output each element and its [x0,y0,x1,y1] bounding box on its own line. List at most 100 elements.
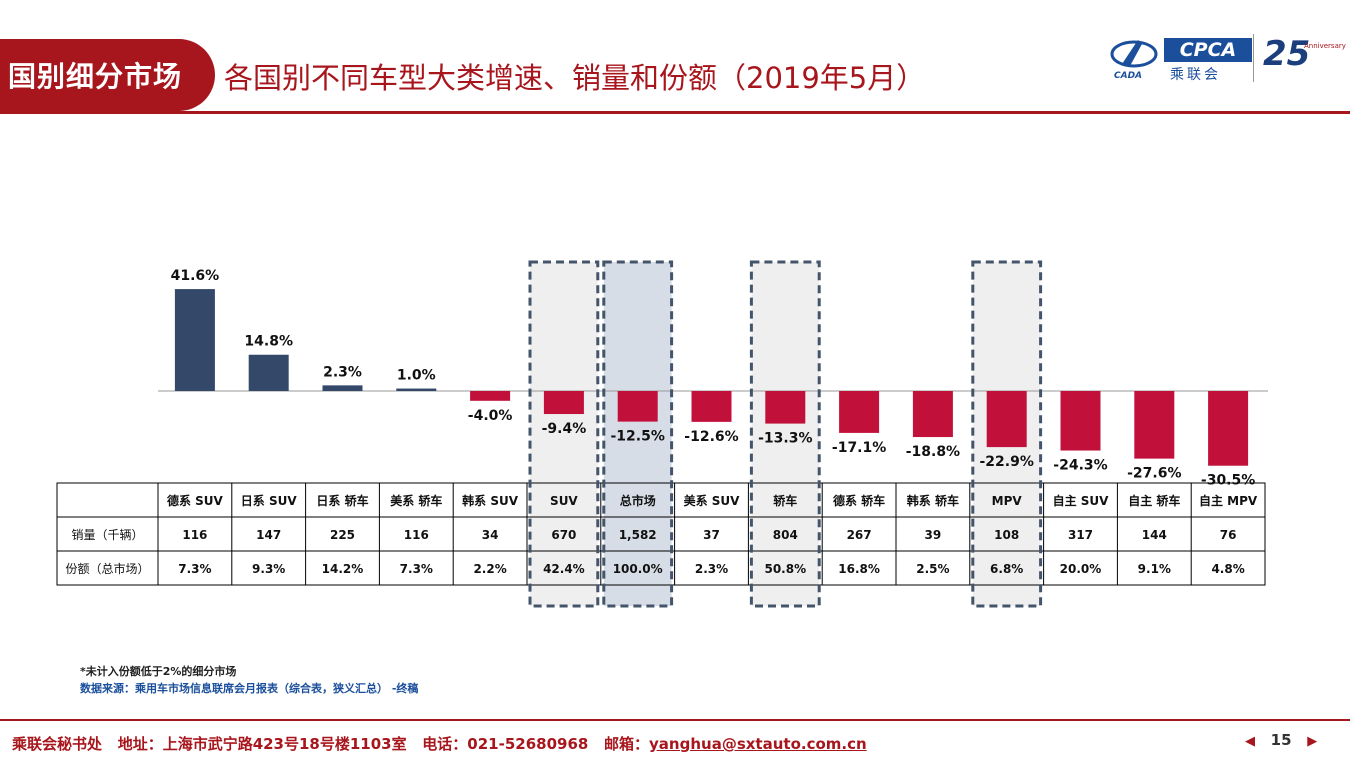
bar-4 [470,391,511,401]
footer-divider [0,719,1350,721]
cada-logo-text: CADA [1114,71,1142,81]
table-cell: 225 [330,528,355,542]
table-header-cell: MPV [992,494,1023,508]
table-cell: 37 [703,528,720,542]
page-nav: ◀ 15 ▶ [1245,731,1317,749]
highlight-box-border [971,260,1043,608]
highlight-box [603,262,672,606]
cpca-logo: CPCA [1164,38,1252,62]
table-header-cell: 韩系 SUV [462,493,519,508]
table-cell: 2.3% [695,562,728,576]
table-cell: 6.8% [990,562,1023,576]
bar-8 [765,391,806,424]
logo-divider [1253,34,1254,82]
bar-7 [691,391,732,422]
logo-group: CADA CPCA 乘联会 25 Anniversary [1108,34,1346,84]
table-cell: 2.2% [473,562,506,576]
highlight-box-border [528,260,600,608]
footnote: *未计入份额低于2%的细分市场 [80,665,237,678]
bar-value-label: -22.9% [980,454,1034,470]
bar-value-label: -12.6% [684,429,738,445]
table-cell: 670 [551,528,576,542]
table-header-cell: 日系 轿车 [316,493,368,508]
bar-value-label: -12.5% [611,429,665,445]
table-cell: 4.8% [1211,562,1244,576]
bar-value-label: -17.1% [832,440,886,456]
table-row-label: 销量（千辆） [71,528,143,542]
page-title: 各国别不同车型大类增速、销量和份额（2019年5月） [224,61,926,95]
table-cell: 267 [847,528,872,542]
cpca-logo-subtitle: 乘联会 [1170,67,1221,83]
table-header-cell: 总市场 [620,493,656,508]
next-page-icon[interactable]: ▶ [1307,734,1318,749]
table-cell: 34 [482,528,499,542]
data-table: 德系 SUV 日系 SUV 日系 轿车 美系 轿车 韩系 SUV SUV 总市场 美系 SUV… [56,482,1266,586]
footer-phone: 电话：021-52680968 [422,735,589,753]
anniversary-text: Anniversary [1304,42,1346,50]
header-banner [0,39,215,111]
bar-5 [543,391,584,415]
bar-10 [912,391,953,438]
cada-logo-icon: CADA [1110,40,1158,81]
bar-2 [322,385,363,391]
bar-6 [617,391,658,422]
table-cell: 39 [925,528,942,542]
table-border [56,482,1266,586]
table-cell: 100.0% [613,562,663,576]
growth-bar-chart: 德系 SUV 日系 SUV 日系 轿车 美系 轿车 韩系 SUV SUV 总市场 美系 SUV… [56,260,1268,608]
bar-13 [1134,391,1175,459]
table-cell: 76 [1220,528,1237,542]
table-cell: 7.3% [400,562,433,576]
table-cell: 42.4% [543,562,585,576]
bar-value-label: 14.8% [244,334,293,350]
table-cell: 14.2% [322,562,364,576]
table-header-cell: 自主 MPV [1199,493,1258,508]
table-cell: 1,582 [619,528,657,542]
highlight-border-layer [528,260,1043,608]
page-number: 15 [1270,731,1292,749]
header-divider [0,111,1350,114]
table-cell: 9.3% [252,562,285,576]
section-tag: 国别细分市场 [8,60,183,93]
table-header-cell: 美系 SUV [684,493,741,508]
bar-value-label: -13.3% [758,431,812,447]
table-header-cell: 自主 SUV [1053,493,1110,508]
table-cell: 50.8% [764,562,806,576]
highlight-box [530,262,598,606]
highlight-box-border [602,260,674,608]
bar-value-label: -4.0% [468,408,513,424]
table-header-cell: 美系 轿车 [390,493,442,508]
table-cell: 317 [1068,528,1093,542]
table-cell: 108 [994,528,1019,542]
footer-address: 地址：上海市武宁路423号18号楼1103室 [117,735,407,753]
bar-value-label: -24.3% [1053,458,1107,474]
bar-12 [1060,391,1101,451]
bar-value-label: 2.3% [323,364,362,380]
bar-9 [839,391,880,433]
bar-layer: 41.6% 14.8% 2.3% 1.0% -4.0% -9.4% -12.5% -12.6%… [158,268,1268,489]
highlight-box-border [749,260,821,608]
table-header-cell: 自主 轿车 [1128,493,1180,508]
table-cell: 147 [256,528,281,542]
prev-page-icon[interactable]: ◀ [1245,734,1255,749]
table-cell: 2.5% [916,562,949,576]
bar-value-label: -27.6% [1127,466,1181,482]
footer-contact: 乘联会秘书处 地址：上海市武宁路423号18号楼1103室 电话：021-526… [12,733,867,754]
table-cell: 7.3% [178,562,211,576]
table-cell: 116 [404,528,429,542]
bar-3 [396,388,437,391]
table-header-cell: SUV [550,494,578,508]
bar-value-label: 41.6% [171,268,220,284]
footer-email-link[interactable]: yanghua@sxtauto.com.cn [649,735,867,753]
table-header-cell: 韩系 轿车 [907,493,959,508]
anniversary-number: 25 [1263,34,1311,74]
table-cell: 9.1% [1138,562,1171,576]
bar-value-label: -30.5% [1201,473,1255,489]
table-cell: 804 [773,528,798,542]
bar-0 [174,289,215,391]
table-header-cell: 轿车 [773,493,797,508]
highlight-layer [530,262,1041,606]
table-header-cell: 德系 轿车 [833,493,885,508]
footer-org: 乘联会秘书处 [12,735,103,753]
table-cell: 116 [182,528,207,542]
